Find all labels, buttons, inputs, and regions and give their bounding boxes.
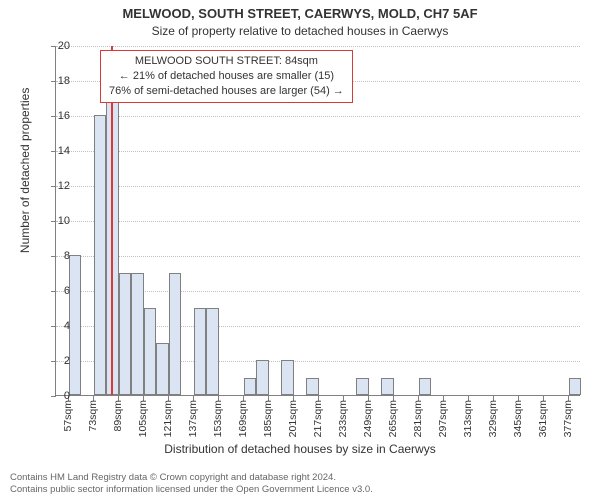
gridline — [56, 151, 580, 152]
histogram-bar — [194, 308, 207, 396]
histogram-bar — [206, 308, 219, 396]
x-tick-label: 185sqm — [262, 400, 274, 437]
histogram-bar — [244, 378, 257, 396]
x-tick-label: 281sqm — [412, 400, 424, 437]
gridline — [56, 256, 580, 257]
y-tick-label: 12 — [50, 180, 70, 192]
y-tick-label: 8 — [50, 250, 70, 262]
x-tick-label: 329sqm — [487, 400, 499, 437]
y-tick-label: 6 — [50, 285, 70, 297]
histogram-bar — [419, 378, 432, 396]
x-tick-label: 233sqm — [337, 400, 349, 437]
y-tick-label: 14 — [50, 145, 70, 157]
x-tick-label: 249sqm — [362, 400, 374, 437]
histogram-bar — [169, 273, 182, 396]
info-line-2: ← 21% of detached houses are smaller (15… — [109, 69, 344, 84]
x-tick-label: 345sqm — [512, 400, 524, 437]
y-tick-label: 20 — [50, 40, 70, 52]
histogram-bar — [131, 273, 144, 396]
x-tick-label: 121sqm — [162, 400, 174, 437]
y-tick-label: 10 — [50, 215, 70, 227]
x-tick-label: 217sqm — [312, 400, 324, 437]
histogram-bar — [69, 255, 82, 395]
x-tick-label: 57sqm — [62, 400, 74, 432]
gridline — [56, 46, 580, 47]
x-tick-label: 313sqm — [462, 400, 474, 437]
gridline — [56, 186, 580, 187]
x-tick-label: 361sqm — [537, 400, 549, 437]
histogram-bar — [281, 360, 294, 395]
x-tick-label: 297sqm — [437, 400, 449, 437]
y-tick-label: 16 — [50, 110, 70, 122]
x-tick-label: 201sqm — [287, 400, 299, 437]
info-box: MELWOOD SOUTH STREET: 84sqm ← 21% of det… — [100, 50, 353, 103]
gridline — [56, 221, 580, 222]
chart-root: MELWOOD, SOUTH STREET, CAERWYS, MOLD, CH… — [0, 0, 600, 500]
histogram-bar — [256, 360, 269, 395]
x-tick-label: 377sqm — [562, 400, 574, 437]
info-line-3: 76% of semi-detached houses are larger (… — [109, 84, 344, 99]
histogram-bar — [381, 378, 394, 396]
x-axis-label: Distribution of detached houses by size … — [0, 442, 600, 456]
x-tick-label: 89sqm — [112, 400, 124, 432]
y-axis-label: Number of detached properties — [18, 88, 32, 253]
x-tick-label: 153sqm — [212, 400, 224, 437]
footer-line-2: Contains public sector information licen… — [10, 484, 373, 496]
x-tick-label: 169sqm — [237, 400, 249, 437]
gridline — [56, 116, 580, 117]
histogram-bar — [306, 378, 319, 396]
y-tick-label: 18 — [50, 75, 70, 87]
histogram-bar — [119, 273, 132, 396]
info-line-1: MELWOOD SOUTH STREET: 84sqm — [109, 54, 344, 69]
histogram-bar — [144, 308, 157, 396]
x-tick-label: 73sqm — [87, 400, 99, 432]
title-line-2: Size of property relative to detached ho… — [0, 24, 600, 38]
y-tick-label: 2 — [50, 355, 70, 367]
footer-line-1: Contains HM Land Registry data © Crown c… — [10, 472, 373, 484]
footer: Contains HM Land Registry data © Crown c… — [10, 472, 373, 496]
x-tick-label: 265sqm — [387, 400, 399, 437]
x-tick-label: 105sqm — [137, 400, 149, 437]
histogram-bar — [94, 115, 107, 395]
y-tick-label: 4 — [50, 320, 70, 332]
histogram-bar — [156, 343, 169, 396]
x-tick-label: 137sqm — [187, 400, 199, 437]
title-line-1: MELWOOD, SOUTH STREET, CAERWYS, MOLD, CH… — [0, 6, 600, 21]
histogram-bar — [356, 378, 369, 396]
histogram-bar — [569, 378, 582, 396]
